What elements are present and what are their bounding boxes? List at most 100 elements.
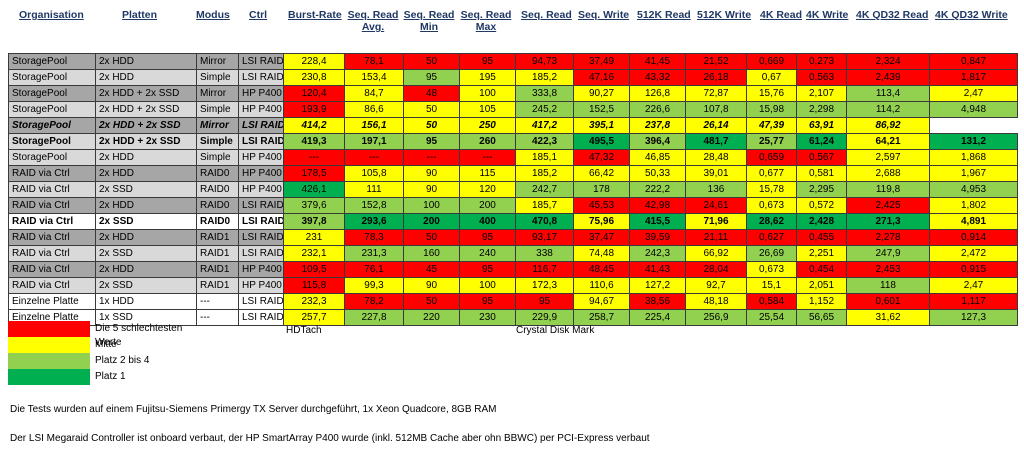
cell-platten: 2x SSD (95, 181, 197, 198)
value-cell: 185,2 (515, 165, 574, 182)
value-cell: 15,78 (746, 181, 797, 198)
value-cell: 72,87 (685, 85, 747, 102)
note-test-server: Die Tests wurden auf einem Fujitsu-Sieme… (10, 404, 497, 415)
cell-platten: 2x HDD (95, 261, 197, 278)
value-cell: 120,4 (283, 85, 345, 102)
table-row: StoragePool 2x HDD Mirror LSI RAID 228,4 78,1… (8, 53, 1018, 70)
value-cell: 21,52 (685, 53, 747, 70)
value-cell: 105,8 (344, 165, 404, 182)
value-cell: 31,62 (846, 309, 930, 326)
value-cell: 75,96 (573, 213, 630, 230)
value-cell: 78,1 (344, 53, 404, 70)
cell-ctrl: LSI RAID (238, 133, 284, 150)
value-cell: 2,453 (846, 261, 930, 278)
value-cell: 0,581 (796, 165, 847, 182)
cell-platten: 2x SSD (95, 213, 197, 230)
table-row: RAID via Ctrl 2x SSD RAID1 HP P400 115,8 99,3… (8, 277, 1018, 294)
value-cell: 95 (459, 53, 516, 70)
value-cell: 15,76 (746, 85, 797, 102)
value-cell: 153,4 (344, 69, 404, 86)
cell-modus: RAID0 (196, 213, 239, 230)
cell-modus: RAID0 (196, 165, 239, 182)
value-cell: 66,92 (685, 245, 747, 262)
value-cell: 136 (685, 181, 747, 198)
cell-platten: 1x HDD (95, 293, 197, 310)
value-cell: 63,91 (796, 117, 847, 134)
header-seq-read-min: Seq. Read Min (403, 9, 455, 33)
value-cell: 66,42 (573, 165, 630, 182)
cell-organisation: StoragePool (8, 53, 96, 70)
header-512k-read: 512K Read (637, 9, 691, 21)
legend-label-darkgreen: Platz 1 (95, 371, 126, 382)
value-cell: 2,428 (796, 213, 847, 230)
value-cell: 95 (403, 69, 460, 86)
value-cell: 232,1 (283, 245, 345, 262)
cell-organisation: StoragePool (8, 149, 96, 166)
value-cell: 24,61 (685, 197, 747, 214)
value-cell: 2,278 (846, 229, 930, 246)
value-cell: 228,4 (283, 53, 345, 70)
cell-modus: RAID1 (196, 261, 239, 278)
value-cell: 93,17 (515, 229, 574, 246)
value-cell: 231 (283, 229, 345, 246)
table-row: RAID via Ctrl 2x SSD RAID0 HP P400 426,1 111 9… (8, 181, 1018, 198)
cell-organisation: StoragePool (8, 69, 96, 86)
value-cell: 48,45 (573, 261, 630, 278)
value-cell: 76,1 (344, 261, 404, 278)
value-cell: 4,948 (929, 101, 1018, 118)
header-organisation: Organisation (19, 9, 84, 21)
legend-label-red: Die 5 schlechtesten Werte (95, 323, 183, 348)
value-cell: 2,051 (796, 277, 847, 294)
cell-ctrl: HP P400 (238, 165, 284, 182)
cell-organisation: RAID via Ctrl (8, 245, 96, 262)
value-cell: 2,47 (929, 277, 1018, 294)
value-cell: 247,9 (846, 245, 930, 262)
value-cell: 46,85 (629, 149, 686, 166)
value-cell: 50,33 (629, 165, 686, 182)
value-cell: 0,669 (746, 53, 797, 70)
value-cell: 230,8 (283, 69, 345, 86)
cell-organisation: StoragePool (8, 133, 96, 150)
benchmark-table: StoragePool 2x HDD Mirror LSI RAID 228,4 78,1… (8, 53, 1018, 326)
header-4k-qd32-write: 4K QD32 Write (935, 9, 1008, 21)
value-cell: --- (283, 149, 345, 166)
value-cell: 47,32 (573, 149, 630, 166)
value-cell: 26,14 (685, 117, 747, 134)
value-cell: 48,18 (685, 293, 747, 310)
value-cell: 1,152 (796, 293, 847, 310)
cell-modus: Mirror (196, 53, 239, 70)
value-cell: 1,802 (929, 197, 1018, 214)
legend-item-darkgreen: Platz 1 (8, 369, 188, 385)
cell-ctrl: LSI RAID (238, 197, 284, 214)
value-cell: 2,688 (846, 165, 930, 182)
value-cell: 240 (459, 245, 516, 262)
value-cell: --- (344, 149, 404, 166)
value-cell: 95 (515, 293, 574, 310)
value-cell: 78,2 (344, 293, 404, 310)
value-cell: 0,677 (746, 165, 797, 182)
legend-label-yellow: Mitte (95, 339, 117, 350)
value-cell: 41,43 (629, 261, 686, 278)
value-cell: 414,2 (283, 117, 345, 134)
header-4k-qd32-read: 4K QD32 Read (856, 9, 929, 21)
cell-platten: 2x HDD (95, 197, 197, 214)
value-cell: 395,1 (573, 117, 630, 134)
value-cell: 232,3 (283, 293, 345, 310)
header-ctrl: Ctrl (249, 9, 268, 21)
cell-ctrl: HP P400 (238, 261, 284, 278)
value-cell: 126,8 (629, 85, 686, 102)
header-seq-read: Seq. Read (521, 9, 572, 21)
value-cell: 242,3 (629, 245, 686, 262)
value-cell: 28,62 (746, 213, 797, 230)
value-cell: 250 (459, 117, 516, 134)
value-cell: 50 (403, 117, 460, 134)
cell-ctrl: HP P400 (238, 101, 284, 118)
value-cell: 114,2 (846, 101, 930, 118)
value-cell: 0,915 (929, 261, 1018, 278)
header-modus: Modus (196, 9, 230, 21)
legend-item-red: Die 5 schlechtesten Werte (8, 321, 188, 348)
value-cell: 28,48 (685, 149, 747, 166)
value-cell: 333,8 (515, 85, 574, 102)
value-cell: 225,4 (629, 309, 686, 326)
cell-modus: Simple (196, 133, 239, 150)
